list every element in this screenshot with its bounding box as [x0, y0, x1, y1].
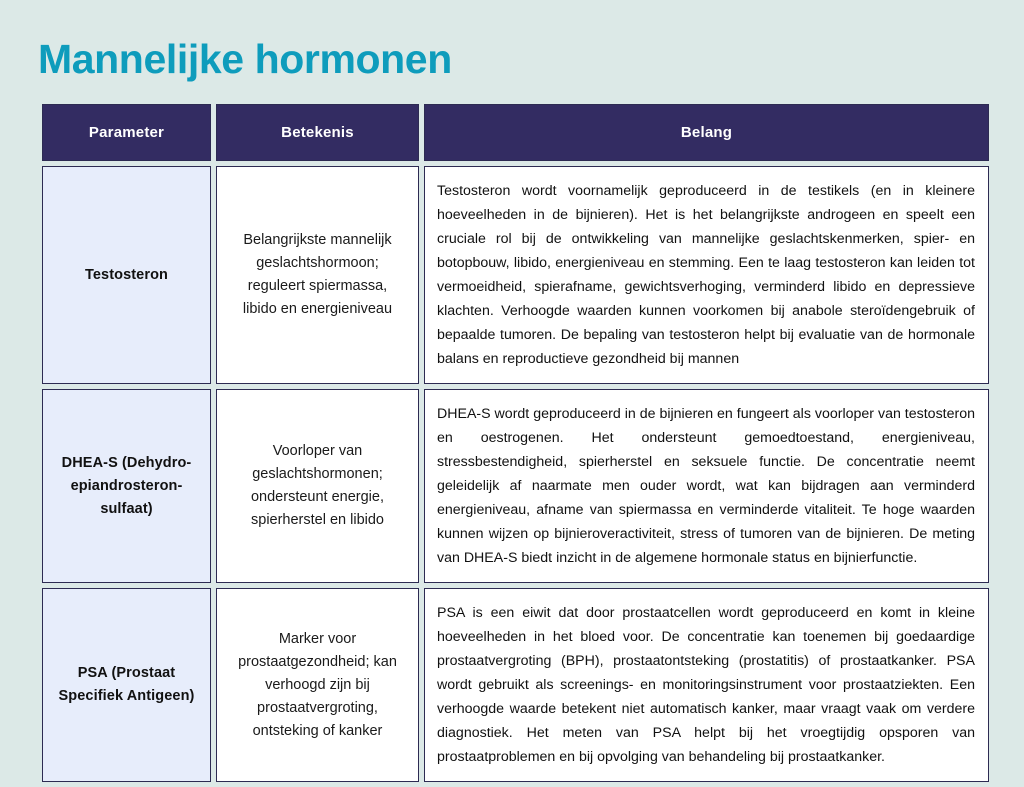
table-header-row: Parameter Betekenis Belang	[42, 104, 989, 161]
table-header: Parameter Betekenis Belang	[42, 104, 989, 161]
table-row: PSA (Prostaat Specifiek Antigeen) Marker…	[42, 588, 989, 782]
page-title: Mannelijke hormonen	[38, 36, 452, 82]
cell-belang: DHEA-S wordt geproduceerd in de bijniere…	[424, 389, 989, 583]
cell-betekenis: Belangrijkste mannelijk geslachtshormoon…	[216, 166, 419, 384]
column-header-betekenis: Betekenis	[216, 104, 419, 161]
cell-belang: PSA is een eiwit dat door prostaatcellen…	[424, 588, 989, 782]
hormone-parameters-table: Parameter Betekenis Belang Testosteron B…	[37, 99, 994, 787]
table-row: Testosteron Belangrijkste mannelijk gesl…	[42, 166, 989, 384]
table-row: DHEA-S (Dehydro-epiandrosteron-sulfaat) …	[42, 389, 989, 583]
cell-parameter: DHEA-S (Dehydro-epiandrosteron-sulfaat)	[42, 389, 211, 583]
column-header-parameter: Parameter	[42, 104, 211, 161]
table-body: Testosteron Belangrijkste mannelijk gesl…	[42, 166, 989, 782]
slide-root: Mannelijke hormonen Parameter Betekenis …	[38, 36, 989, 782]
cell-betekenis: Marker voor prostaatgezondheid; kan verh…	[216, 588, 419, 782]
cell-parameter: PSA (Prostaat Specifiek Antigeen)	[42, 588, 211, 782]
column-header-belang: Belang	[424, 104, 989, 161]
cell-parameter: Testosteron	[42, 166, 211, 384]
cell-betekenis: Voorloper van geslachtshormonen; onderst…	[216, 389, 419, 583]
cell-belang: Testosteron wordt voornamelijk geproduce…	[424, 166, 989, 384]
